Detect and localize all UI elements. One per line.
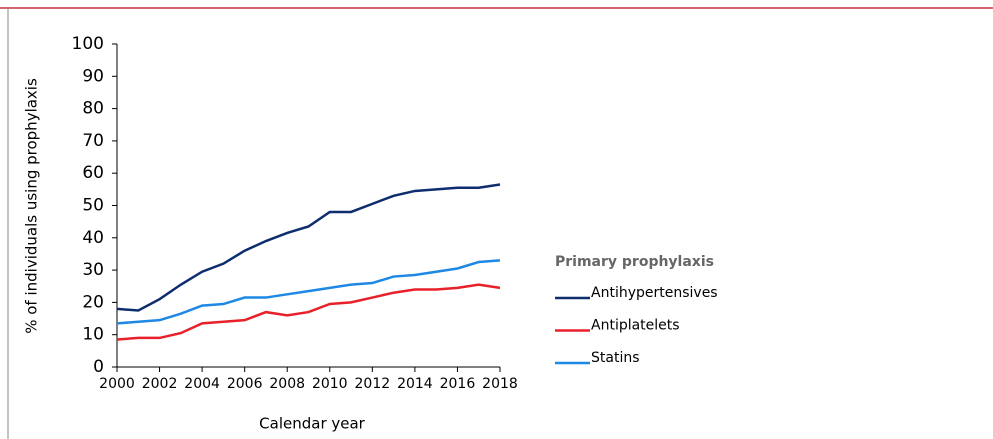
legend-title: Primary prophylaxis: [555, 254, 714, 270]
x-tick-label: 2000: [99, 376, 135, 392]
y-tick-label: 50: [82, 196, 104, 216]
series-line: [116, 259, 501, 325]
y-tick-label: 20: [82, 292, 104, 312]
series-line: [116, 283, 501, 341]
legend-label: Antiplatelets: [591, 318, 680, 334]
series-line: [116, 183, 501, 312]
x-tick-label: 2014: [397, 376, 433, 392]
x-tick-label: 2012: [355, 376, 391, 392]
x-tick-label: 2008: [269, 376, 305, 392]
y-axis-label: % of individuals using prophylaxis: [23, 78, 41, 334]
y-tick-label: 70: [82, 131, 104, 151]
legend-label: Antihypertensives: [591, 285, 718, 301]
x-axis-label: Calendar year: [259, 415, 366, 433]
y-tick-label: 30: [82, 260, 104, 280]
x-tick-label: 2006: [227, 376, 263, 392]
x-tick-label: 2002: [142, 376, 178, 392]
y-tick-label: 40: [82, 228, 104, 248]
x-tick-label: 2018: [482, 376, 518, 392]
y-tick-label: 90: [82, 66, 104, 86]
y-tick-label: 0: [93, 357, 104, 377]
y-tick-label: 10: [82, 325, 104, 345]
x-tick-label: 2004: [184, 376, 220, 392]
legend-label: Statins: [591, 350, 640, 366]
x-tick-label: 2016: [440, 376, 476, 392]
y-tick-label: 60: [82, 163, 104, 183]
y-tick-label: 100: [72, 34, 104, 54]
y-tick-label: 80: [82, 99, 104, 119]
x-tick-label: 2010: [312, 376, 348, 392]
